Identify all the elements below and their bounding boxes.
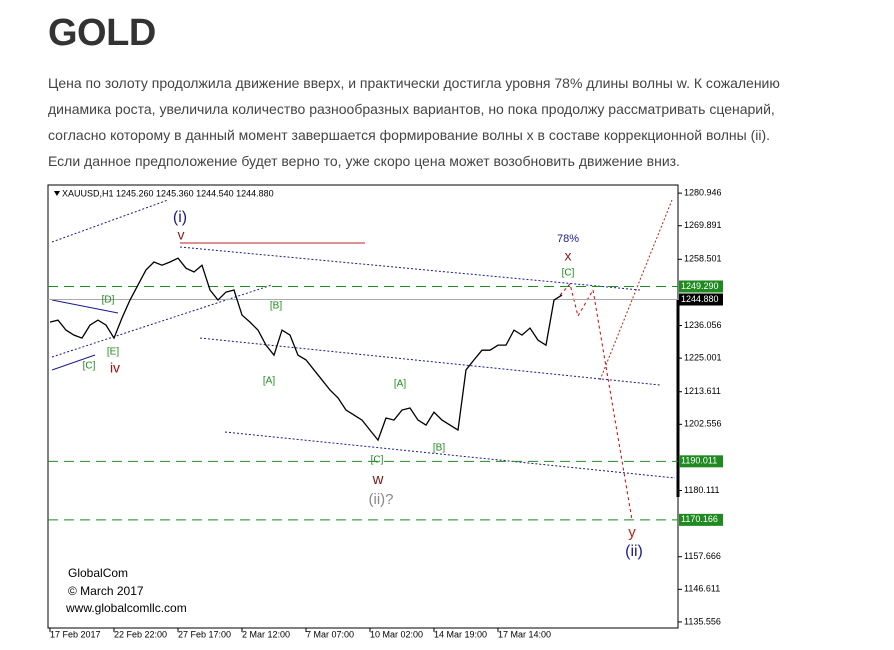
y-tick-label: 1202.556	[684, 419, 722, 429]
watermark: www.globalcomllc.com	[65, 601, 187, 615]
x-tick-label: 27 Feb 17:00	[178, 629, 231, 639]
x-tick-label: 17 Mar 14:00	[498, 629, 551, 639]
y-tick-label: 1280.946	[684, 187, 722, 197]
wave-label: (ii)?	[369, 491, 394, 508]
wave-label: v	[178, 227, 185, 243]
y-tick-label: 1135.556	[684, 616, 721, 626]
wave-label: [E]	[107, 347, 119, 358]
level-box	[679, 280, 723, 293]
x-tick-label: 10 Mar 02:00	[370, 629, 423, 639]
y-tick-label: 1213.611	[684, 386, 721, 396]
text-line: динамика роста, увеличила количество раз…	[48, 101, 775, 117]
y-tick-label: 1258.501	[684, 254, 722, 264]
y-tick-label: 1146.611	[684, 584, 720, 594]
menu-arrow	[54, 191, 60, 196]
x-tick-label: 22 Feb 22:00	[114, 629, 167, 639]
level-label: 1249.290	[681, 281, 719, 291]
x-tick-label: 7 Mar 07:00	[306, 629, 354, 639]
watermark: GlobalCom	[68, 566, 128, 580]
text-line: Если данное предположение будет верно то…	[48, 153, 680, 169]
x-tick-label: 14 Mar 19:00	[434, 629, 487, 639]
x-tick-label: 17 Feb 2017	[50, 629, 101, 639]
level-label: 1190.011	[681, 456, 717, 466]
wave-label: [D]	[102, 295, 115, 306]
trend-line	[51, 299, 119, 314]
level-box	[679, 455, 723, 468]
wave-label: [C]	[562, 268, 575, 279]
wave-label: [C]	[83, 361, 96, 372]
wave-label: (i)	[173, 209, 187, 226]
wave-label: [B]	[433, 443, 445, 454]
wave-label: y	[628, 524, 636, 541]
plot-frame	[47, 184, 679, 629]
level-box	[679, 293, 723, 306]
projection-line	[599, 199, 673, 381]
wave-label: [C]	[371, 455, 384, 466]
level-label: 1244.880	[681, 294, 719, 304]
trend-line	[51, 354, 96, 371]
y-tick-label: 1236.056	[684, 320, 722, 330]
wave-label: w	[372, 471, 384, 488]
y-tick-label: 1180.111	[684, 485, 720, 495]
chart-header: XAUUSD,H1 1245.260 1245.360 1244.540 124…	[62, 188, 274, 198]
y-tick-label: 1269.891	[684, 220, 722, 230]
watermark: © March 2017	[68, 584, 144, 598]
price-line	[49, 257, 563, 442]
title: GOLD	[48, 12, 156, 54]
wave-label: iv	[110, 360, 120, 376]
text-line: согласно которому в данный момент заверш…	[48, 127, 770, 143]
annotations: (i) v [D] [E] [C] iv [B] [A] [A] [B] [C]…	[65, 209, 643, 615]
article-text: Цена по золоту продолжила движение вверх…	[48, 70, 780, 174]
wave-label: [A]	[394, 379, 406, 390]
y-tick-label: 1225.001	[684, 353, 722, 363]
wave-label: (ii)	[625, 543, 643, 560]
level-label: 1170.166	[681, 514, 718, 524]
level-box	[679, 513, 723, 526]
wave-label: [A]	[263, 376, 275, 387]
text-line: Цена по золоту продолжила движение вверх…	[48, 75, 780, 91]
y-tick-label: 1157.666	[684, 551, 721, 561]
x-tick-label: 2 Mar 12:00	[242, 629, 290, 639]
wave-label: 78%	[557, 233, 579, 245]
wave-label: x	[565, 248, 572, 264]
wave-label: [B]	[270, 301, 282, 312]
